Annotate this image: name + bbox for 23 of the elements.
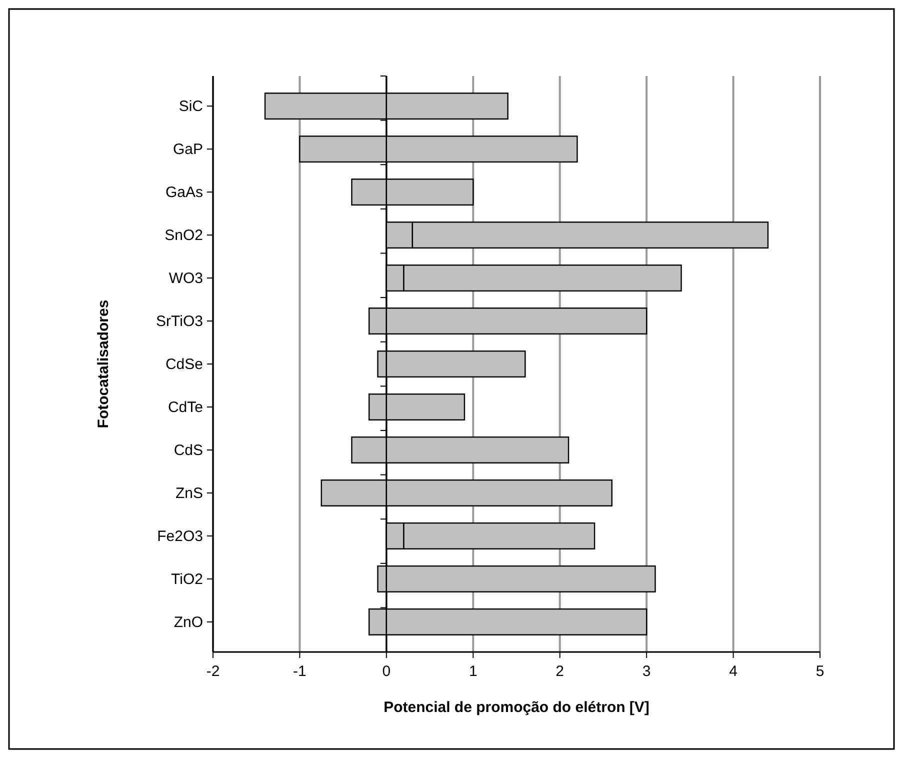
y-tick-label: WO3 <box>168 270 203 288</box>
y-tick-label: GaP <box>172 141 203 158</box>
y-tick-label: ZnO <box>174 614 203 631</box>
x-tick-label: 4 <box>729 663 738 680</box>
y-tick-label: CdTe <box>168 398 203 416</box>
x-axis-title: Potencial de promoção do elétron [V] <box>384 699 650 716</box>
y-tick-label: SiC <box>178 98 204 116</box>
x-tick-label: 1 <box>468 663 478 680</box>
x-tick-label: -1 <box>293 663 306 680</box>
x-tick-label: 5 <box>816 663 824 680</box>
x-tick-label: 3 <box>642 663 651 680</box>
x-tick-label: 0 <box>382 663 391 680</box>
x-tick-label: -2 <box>206 663 220 680</box>
y-tick-label: SnO2 <box>164 227 203 244</box>
y-axis-title: Fotocatalisadores <box>95 300 112 428</box>
y-tick-label: ZnS <box>175 484 203 502</box>
y-tick-label: Fe2O3 <box>157 528 203 545</box>
y-tick-label: GaAs <box>165 184 203 202</box>
x-tick-label: 2 <box>556 663 564 680</box>
y-tick-label: CdSe <box>165 356 203 373</box>
y-tick-label: SrTiO3 <box>156 313 203 330</box>
y-tick-label: TiO2 <box>171 570 203 588</box>
y-tick-label: CdS <box>174 442 203 459</box>
